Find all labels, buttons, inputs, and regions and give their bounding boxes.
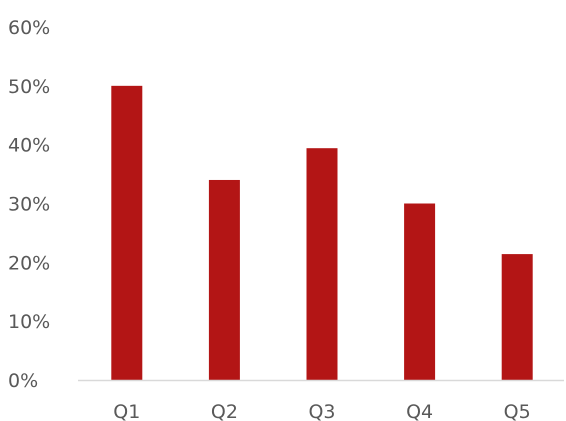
x-tick-label: Q4 [406, 401, 433, 421]
x-tick-label: Q3 [308, 401, 335, 421]
bar-q5 [501, 254, 533, 380]
bar-q2 [208, 179, 240, 380]
x-axis-ticks: Q1 Q2 Q3 Q4 Q5 [113, 401, 530, 421]
x-tick-label: Q2 [211, 401, 238, 421]
bar-q4 [404, 203, 436, 380]
x-tick-label: Q5 [504, 401, 531, 421]
y-tick-label: 30% [8, 194, 50, 216]
x-tick-label: Q1 [113, 401, 140, 421]
bar-q3 [306, 148, 338, 380]
bars [111, 85, 533, 380]
y-tick-label: 10% [8, 311, 50, 333]
y-tick-label: 50% [8, 76, 50, 98]
y-tick-label: 60% [8, 17, 50, 39]
y-axis-ticks: 0% 10% 20% 30% 40% 50% 60% [8, 17, 50, 392]
bar-q1 [111, 85, 143, 380]
y-tick-label: 0% [8, 370, 38, 392]
y-tick-label: 20% [8, 252, 50, 274]
y-tick-label: 40% [8, 135, 50, 157]
